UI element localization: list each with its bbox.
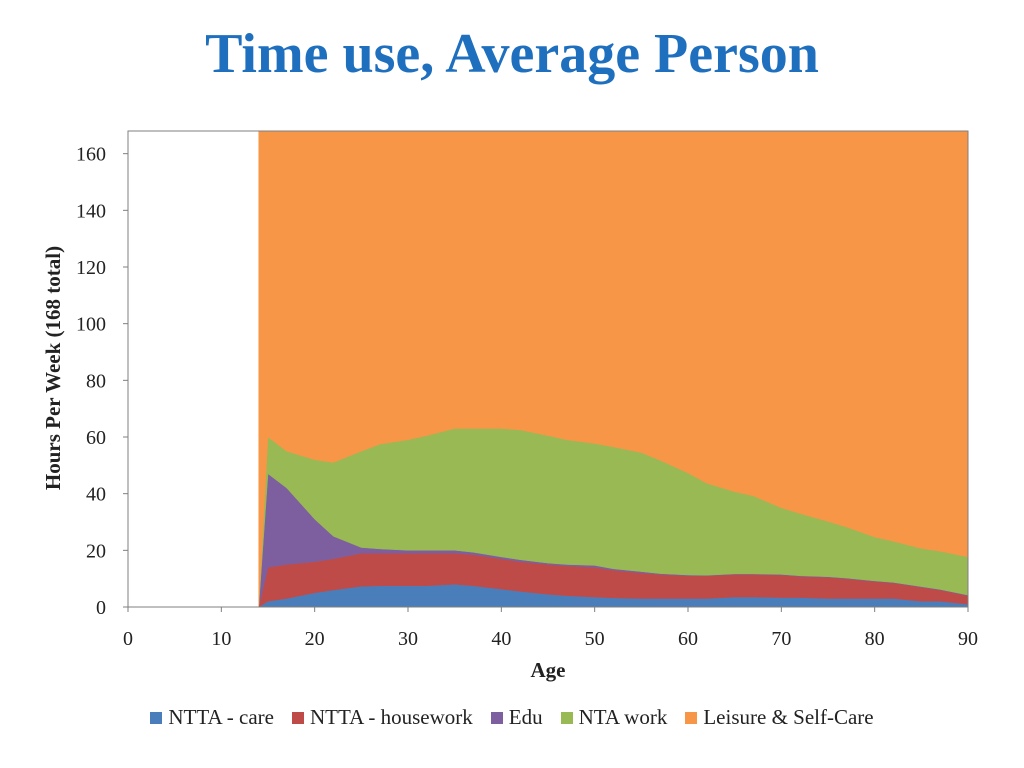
x-tick-label: 50 (585, 628, 605, 650)
x-tick-label: 0 (123, 628, 133, 650)
legend-item: NTTA - housework (291, 705, 473, 730)
x-tick-label: 30 (398, 628, 418, 650)
y-tick-label: 140 (76, 200, 106, 222)
x-tick-label: 70 (771, 628, 791, 650)
y-tick-label: 40 (86, 484, 106, 506)
x-tick-label: 10 (211, 628, 231, 650)
x-tick-label: 80 (865, 628, 885, 650)
legend-item: Edu (490, 705, 543, 730)
legend-label: NTTA - care (168, 705, 274, 729)
legend-label: NTA work (578, 705, 668, 729)
legend-label: Leisure & Self-Care (703, 705, 874, 729)
y-axis-label: Hours Per Week (168 total) (41, 246, 65, 490)
axes: 0 10 20 30 40 50 60 70 80 90 0 20 40 60 80 100 120 140 160 (76, 144, 978, 650)
legend-label: NTTA - housework (309, 705, 473, 729)
legend-label: Edu (508, 705, 543, 729)
y-tick-label: 100 (76, 314, 106, 336)
y-tick-label: 120 (76, 257, 106, 279)
chart-title: Time use, Average Person (205, 23, 819, 85)
legend-swatch (560, 711, 573, 724)
stacked-area-chart: 0 10 20 30 40 50 60 70 80 90 0 20 40 60 80 100 120 140 160… (41, 130, 978, 682)
legend-item: Leisure & Self-Care (685, 705, 874, 730)
legend-item: NTTA - care (150, 705, 274, 730)
y-tick-label: 160 (76, 144, 106, 166)
x-tick-label: 90 (958, 628, 978, 650)
x-tick-label: 40 (491, 628, 511, 650)
legend-item: NTA work (560, 705, 668, 730)
x-axis-label: Age (531, 658, 566, 682)
y-tick-label: 80 (86, 370, 106, 392)
y-tick-label: 60 (86, 427, 106, 449)
x-tick-label: 20 (305, 628, 325, 650)
legend: NTTA - care NTTA - housework Edu NTA work Le… (0, 705, 1024, 730)
x-tick-label: 60 (678, 628, 698, 650)
area-layers (257, 130, 969, 608)
legend-swatch (490, 711, 503, 724)
y-tick-label: 0 (96, 597, 106, 619)
legend-swatch (150, 711, 163, 724)
legend-swatch (291, 711, 304, 724)
legend-swatch (685, 711, 698, 724)
y-tick-label: 20 (86, 540, 106, 562)
